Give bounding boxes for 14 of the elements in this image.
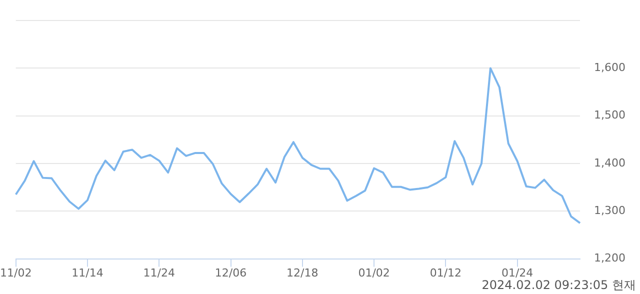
y-tick-label: 1,500 [594,108,626,122]
x-tick-label: 11/02 [0,266,32,280]
y-tick-label: 1,600 [594,61,626,74]
y-tick-label: 1,400 [594,156,626,170]
x-tick-label: 01/24 [501,266,534,280]
x-tick-label: 11/24 [143,266,175,280]
y-tick-label: 1,200 [594,252,626,265]
x-tick-label: 11/14 [72,266,104,280]
y-tick-label: 1,300 [594,204,626,218]
x-tick-label: 12/18 [286,266,318,280]
x-tick-label: 12/06 [214,266,247,280]
x-tick-label: 01/12 [430,266,462,280]
x-tick-label: 01/02 [358,266,390,280]
text: 2024.02.02 09:23:05 현재 [482,278,636,292]
